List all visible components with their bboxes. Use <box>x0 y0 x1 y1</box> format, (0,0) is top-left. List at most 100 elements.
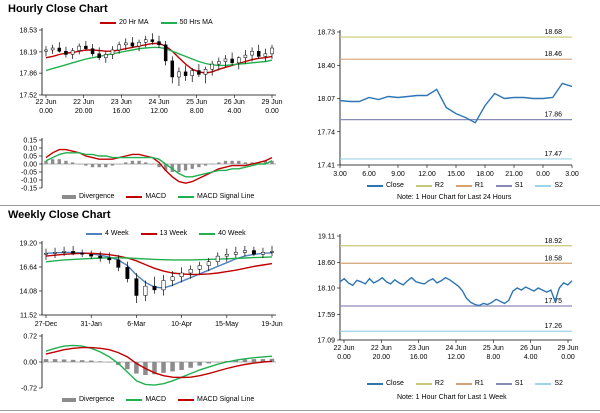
weekly_price-candle-body <box>107 257 112 261</box>
hourly_price-legend-swatch <box>160 21 177 24</box>
weekly_close-legend-item: R1 <box>455 380 484 387</box>
hourly_macd-divergence-bar <box>237 160 241 164</box>
hourly_price-candle-body <box>44 49 48 52</box>
hourly_price-xtick-label: 20.00 <box>75 108 93 115</box>
weekly_close-ytick-label: 17.59 <box>317 312 335 319</box>
weekly_macd-ytick-label: 0.00 <box>23 360 37 367</box>
weekly_close-legend-swatch <box>415 382 432 385</box>
weekly_price-candle-body <box>170 276 175 281</box>
weekly_price-ytick-label: 19.20 <box>19 241 37 248</box>
hourly_close-legend-swatch <box>535 184 552 187</box>
hourly_macd-divergence-bar <box>177 164 181 172</box>
hourly_macd-ytick-label: -0.15 <box>21 186 37 193</box>
hourly_macd-legend-label: Divergence <box>79 193 115 200</box>
weekly_close-legend-label: R2 <box>434 380 444 387</box>
hourly_price-candle-body <box>50 47 55 51</box>
hourly_close-xtick-label: 0.00 <box>536 171 550 178</box>
weekly_close-legend-swatch <box>495 382 512 385</box>
hourly_price-legend-item: 20 Hr MA <box>100 19 149 26</box>
hourly_macd-ytick-label: 0.00 <box>23 162 37 169</box>
hourly_close-ytick-label: 17.74 <box>317 129 335 136</box>
weekly_macd-divergence-bar <box>233 360 239 362</box>
weekly_close-xtick-label: 16.00 <box>410 354 428 361</box>
weekly_close-xtick-label: 8.00 <box>487 354 501 361</box>
hourly_macd-divergence-bar <box>44 160 48 164</box>
hourly_close-level-label-s2: 17.47 <box>544 151 562 158</box>
weekly_macd-ytick-label: 0.72 <box>23 334 37 341</box>
weekly_macd-legend-swatch <box>126 398 143 401</box>
hourly_close-legend-label: Close <box>386 182 404 189</box>
hourly_price-candle-body <box>77 45 81 51</box>
hourly_macd-divergence-bar <box>110 164 115 166</box>
weekly_macd-legend-swatch <box>62 397 76 402</box>
hourly_close-legend-item: S2 <box>535 182 563 189</box>
hourly_price-candle-body <box>197 70 201 75</box>
hourly-section-title: Hourly Close Chart <box>8 3 108 15</box>
weekly_price-legend-swatch <box>199 232 216 235</box>
weekly_price-candle-body <box>152 285 157 291</box>
weekly_price-candle-body <box>251 250 256 255</box>
weekly_close-legend-swatch <box>455 382 472 385</box>
weekly_price-legend-label: 4 Week <box>105 230 129 237</box>
weekly_price-xtick-label: 27-Dec <box>35 321 58 328</box>
hourly_price-candle-body <box>243 54 248 58</box>
hourly-close-chart: 18.73 18.40 18.07 17.74 17.41 18.68 18.46 17.86… <box>317 29 578 178</box>
hourly_price-legend-label: 50 Hrs MA <box>179 19 213 26</box>
weekly_close-xtick-label: 12.00 <box>447 354 465 361</box>
weekly-macd-legend: Divergence MACD MACD Signal Line <box>62 396 266 403</box>
hourly_close-xtick-label: 12.00 <box>418 171 436 178</box>
hourly_macd-legend-swatch <box>178 195 195 198</box>
weekly_price-xtick-label: 31-Jan <box>80 321 102 328</box>
hourly_close-xtick-label: 9.00 <box>391 171 405 178</box>
weekly_close-legend-item: Close <box>367 380 404 387</box>
hourly_price-xtick-label: 0.00 <box>39 108 53 115</box>
hourly_close-ytick-label: 18.07 <box>317 96 335 103</box>
weekly_macd-legend-swatch <box>178 398 195 401</box>
weekly_close-xtick-label: 0.00 <box>561 354 575 361</box>
hourly_macd-divergence-bar <box>84 164 88 166</box>
hourly_macd-legend-swatch <box>126 195 143 198</box>
weekly_macd-legend-item: Divergence <box>62 396 114 403</box>
hourly_macd-divergence-bar <box>263 160 268 164</box>
weekly_price-legend-item: 4 Week <box>86 230 129 237</box>
hourly_macd-legend-item: Divergence <box>62 193 114 200</box>
hourly_price-candle-body <box>163 44 168 62</box>
weekly_macd-legend-item: MACD <box>126 396 166 403</box>
weekly_macd-legend-label: Divergence <box>79 396 115 403</box>
hourly_macd-divergence-bar <box>137 160 141 164</box>
hourly_price-candle-body <box>84 45 88 49</box>
weekly_close-xtick-label: 22 Jun <box>371 345 392 352</box>
hourly_price-xtick-label: 8.00 <box>190 108 204 115</box>
hourly_macd-ytick-label: -0.10 <box>21 178 37 185</box>
weekly_price-ytick-label: 16.64 <box>19 265 37 272</box>
weekly_price-candle-body <box>125 267 130 279</box>
hourly_macd-divergence-bar <box>124 162 128 164</box>
hourly_price-candle-body <box>90 48 95 55</box>
weekly_macd-divergence-bar <box>43 359 49 362</box>
hourly_close-legend-item: S1 <box>495 182 523 189</box>
weekly_close-xtick-label: 4.00 <box>524 354 538 361</box>
weekly_close-level-label-s1: 17.75 <box>544 298 562 305</box>
hourly_macd-divergence-bar <box>130 160 135 164</box>
weekly_close-xtick-label: 22 Jun <box>333 345 354 352</box>
weekly_price-candle-body <box>242 250 247 253</box>
hourly_price-ytick-label: 18.53 <box>19 28 37 35</box>
weekly_macd-legend-label: MACD Signal Line <box>197 396 255 403</box>
weekly_close-xtick-label: 23 Jun <box>408 345 429 352</box>
hourly_macd-divergence-bar <box>57 159 61 164</box>
hourly_macd-divergence-bar <box>257 162 261 164</box>
hourly_price-candle-body <box>110 49 115 55</box>
hourly_macd-divergence-bar <box>157 164 161 168</box>
weekly_price-legend-label: 40 Week <box>218 230 246 237</box>
hourly_price-candle-body <box>124 42 128 46</box>
weekly_close-legend-item: S2 <box>535 380 563 387</box>
hourly_macd-divergence-bar <box>203 164 208 166</box>
hourly_price-legend-item: 50 Hrs MA <box>160 19 213 26</box>
hourly_price-candle-body <box>57 47 62 52</box>
hourly_close-legend-label: S2 <box>554 182 563 189</box>
weekly_price-legend-item: 13 Week <box>140 230 187 237</box>
weekly_price-candle-body <box>98 255 103 259</box>
weekly_close-legend-label: Close <box>386 380 404 387</box>
